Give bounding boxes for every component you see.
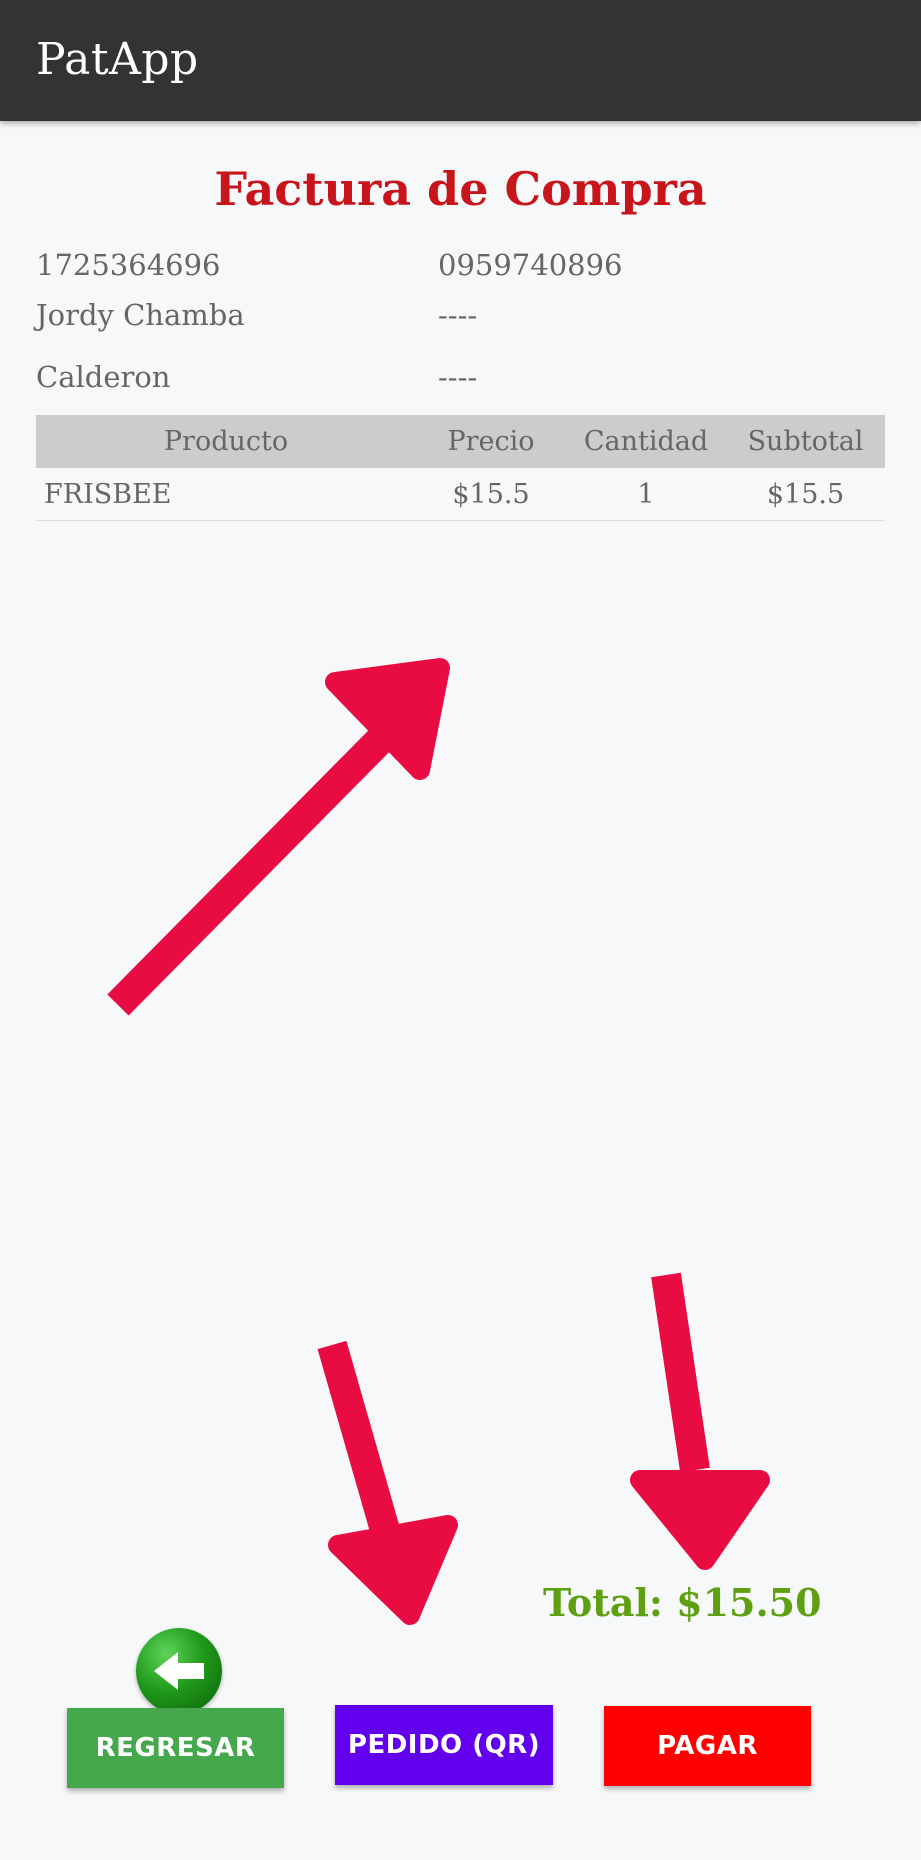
total-amount: Total: $15.50 bbox=[543, 1580, 822, 1625]
row-quantity: 1 bbox=[637, 479, 655, 510]
header-product: Producto bbox=[163, 426, 289, 457]
header-quantity: Cantidad bbox=[583, 426, 709, 457]
row-price: $15.5 bbox=[452, 479, 530, 510]
annotation-arrow-3-shaft bbox=[651, 1272, 710, 1473]
table-row: FRISBEE $15.5 1 $15.5 bbox=[36, 468, 885, 521]
table-header: Producto Precio Cantidad Subtotal bbox=[36, 415, 885, 468]
pay-button[interactable]: PAGAR bbox=[604, 1706, 811, 1786]
back-button[interactable]: REGRESAR bbox=[67, 1708, 284, 1788]
header-price: Precio bbox=[447, 426, 535, 457]
row-subtotal: $15.5 bbox=[766, 479, 845, 510]
page-title: Factura de Compra bbox=[214, 162, 707, 216]
header-subtotal: Subtotal bbox=[747, 426, 864, 457]
customer-first-name: Jordy Chamba bbox=[36, 298, 245, 332]
app-title: PatApp bbox=[36, 34, 199, 85]
placeholder-field-1: ---- bbox=[438, 298, 478, 332]
back-arrow-icon[interactable] bbox=[136, 1628, 222, 1714]
customer-phone: 0959740896 bbox=[438, 248, 623, 282]
row-product: FRISBEE bbox=[44, 479, 172, 510]
annotation-arrow-3-head bbox=[630, 1470, 770, 1570]
customer-id: 1725364696 bbox=[36, 248, 221, 282]
app-bar: PatApp bbox=[0, 0, 921, 121]
customer-last-name: Calderon bbox=[36, 360, 171, 394]
annotation-arrow-2-head bbox=[328, 1515, 458, 1625]
annotation-arrow-1-head bbox=[325, 658, 450, 780]
placeholder-field-2: ---- bbox=[438, 360, 478, 394]
invoice-table: Producto Precio Cantidad Subtotal FRISBE… bbox=[36, 415, 885, 521]
annotation-arrow-2-shaft bbox=[317, 1340, 400, 1535]
order-qr-button[interactable]: PEDIDO (QR) bbox=[335, 1705, 553, 1785]
annotation-arrow-1-shaft bbox=[107, 729, 391, 1016]
